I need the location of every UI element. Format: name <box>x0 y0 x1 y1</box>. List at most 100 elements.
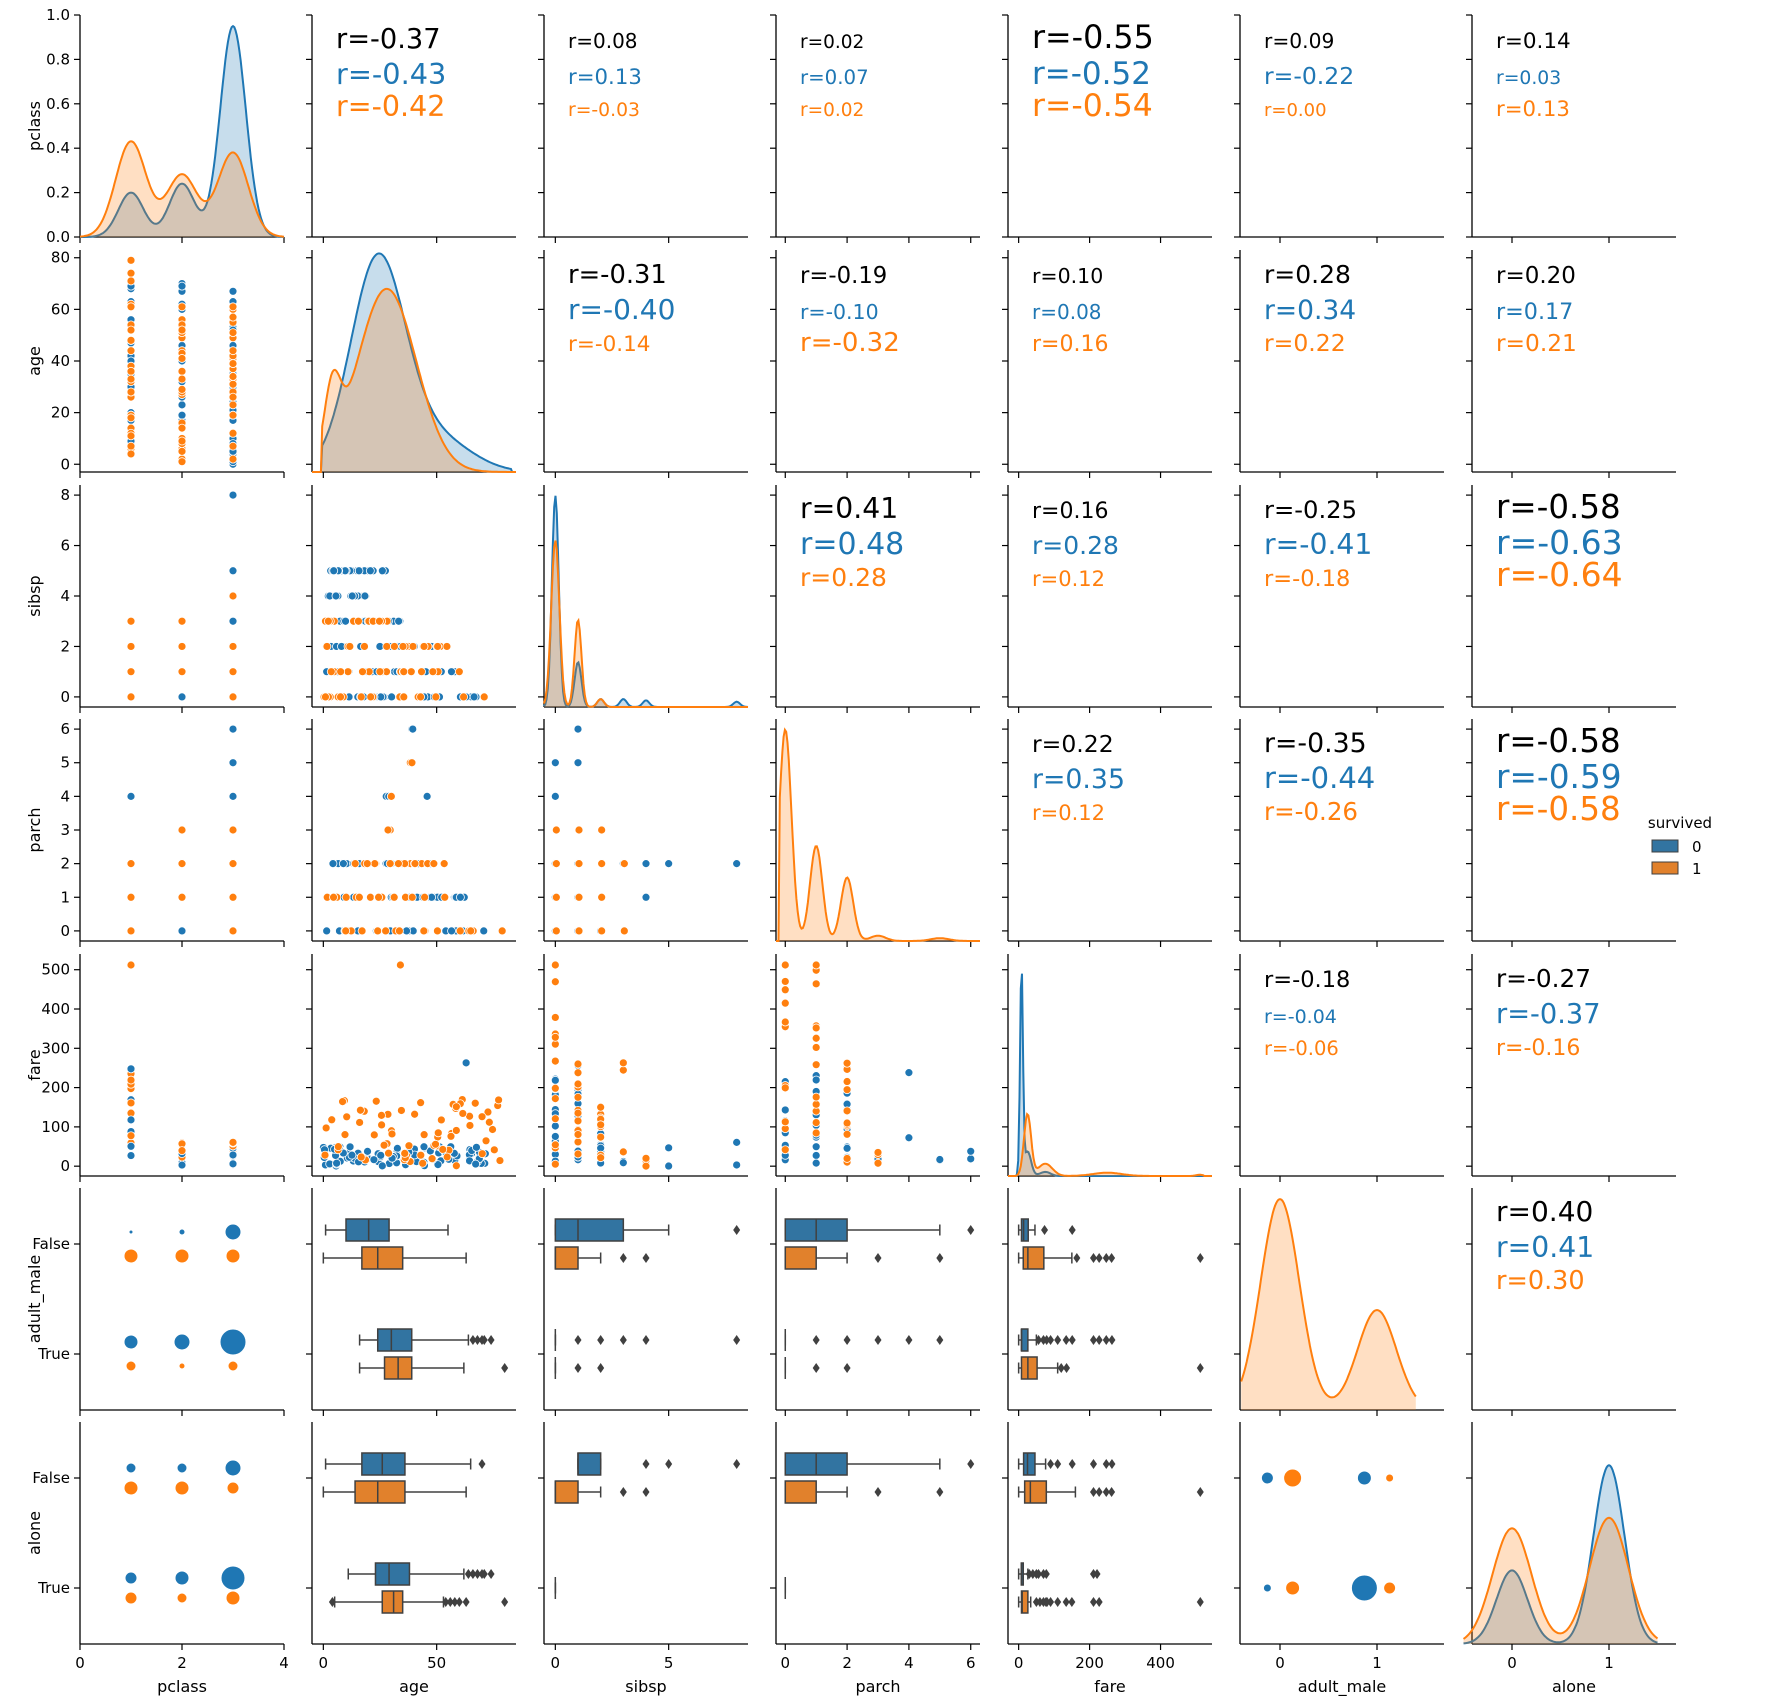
correlation-overall-label: r=-0.19 <box>800 263 887 289</box>
box-outlier <box>936 1487 944 1497</box>
box-body <box>1020 1356 1038 1380</box>
count-bubble <box>123 1480 139 1496</box>
scatter-point-survived-0 <box>479 926 489 936</box>
scatter-point-survived-1 <box>479 692 489 702</box>
box-outlier <box>1063 1363 1071 1373</box>
correlation-survived-0-label: r=0.48 <box>800 527 904 562</box>
scatter-point-survived-1 <box>126 960 136 970</box>
scatter-point-survived-0 <box>550 1121 560 1131</box>
y-axis-label: fare <box>25 1049 44 1081</box>
scatter-point-survived-1 <box>811 1033 821 1043</box>
x-axis-label: adult_male <box>1298 1677 1387 1697</box>
correlation-survived-0-label: r=0.13 <box>568 65 642 90</box>
correlation-survived-1-label: r=0.12 <box>1032 567 1105 591</box>
correlation-overall-label: r=0.14 <box>1496 29 1571 54</box>
scatter-point-survived-1 <box>126 431 136 441</box>
scatter-point-survived-0 <box>392 1143 402 1153</box>
scatter-point <box>126 1151 136 1160</box>
scatter-point-survived-1 <box>177 423 187 433</box>
box-outlier <box>1062 1335 1070 1345</box>
box-outlier <box>1057 1363 1065 1373</box>
count-bubble <box>178 1362 186 1370</box>
scatter-point-survived-1 <box>399 692 409 702</box>
x-axis-label: parch <box>855 1677 900 1696</box>
scatter-point-survived-1 <box>228 392 238 402</box>
scatter-point-survived-1 <box>551 892 561 902</box>
scatter-point-survived-1 <box>404 1141 414 1151</box>
scatter-point-survived-1 <box>356 692 366 702</box>
box-outlier <box>473 1569 481 1579</box>
y-tick-label: True <box>37 1579 70 1597</box>
box-outlier <box>1095 1335 1103 1345</box>
box-outlier <box>1062 1597 1070 1607</box>
box-outlier <box>1025 1569 1033 1579</box>
count-bubble <box>224 1223 242 1241</box>
correlation-survived-0-label: r=0.34 <box>1264 295 1356 326</box>
correlation-survived-0-label: r=-0.52 <box>1032 56 1151 92</box>
y-tick-label: 200 <box>41 1079 70 1097</box>
box-outlier <box>1196 1363 1204 1373</box>
correlation-survived-0-label: r=0.28 <box>1032 531 1119 560</box>
box-body <box>554 1218 625 1242</box>
scatter-point-survived-0 <box>461 1058 471 1068</box>
scatter-point-survived-1 <box>126 374 136 384</box>
scatter-point-survived-0 <box>641 859 651 869</box>
scatter-point-survived-1 <box>327 1115 337 1125</box>
scatter-point-survived-1 <box>360 642 369 651</box>
correlation-survived-1-label: r=-0.26 <box>1264 797 1358 826</box>
scatter-point-survived-1 <box>574 859 584 869</box>
scatter-point-survived-1 <box>618 1147 628 1157</box>
count-bubble <box>220 1565 246 1591</box>
scatter-point-survived-0 <box>177 692 187 702</box>
scatter-point-survived-0 <box>904 1133 914 1143</box>
box-outlier <box>574 1363 582 1373</box>
scatter-point-survived-1 <box>177 616 187 626</box>
kde-fare-survived-0-fill <box>1008 973 1212 1176</box>
kde-age-survived-0-line <box>312 252 516 473</box>
correlation-survived-1-label: r=0.22 <box>1264 329 1346 357</box>
scatter-point-survived-0 <box>447 667 456 677</box>
box-outlier <box>473 1335 481 1345</box>
scatter-point-survived-0 <box>618 1158 628 1168</box>
scatter-point-survived-1 <box>418 1158 428 1168</box>
scatter-point-survived-1 <box>488 1125 497 1134</box>
scatter-point-survived-1 <box>550 977 560 987</box>
box-outlier <box>733 1459 741 1469</box>
box-body <box>345 1218 390 1242</box>
correlation-survived-1-label: r=0.21 <box>1496 330 1577 357</box>
scatter-point-survived-1 <box>366 892 375 902</box>
scatter-point-survived-1 <box>410 859 420 869</box>
y-tick-label: 1 <box>60 888 70 906</box>
scatter-point-survived-1 <box>550 1083 560 1093</box>
y-tick-label: 6 <box>60 537 70 555</box>
scatter-point-survived-0 <box>472 1142 481 1152</box>
scatter-point-survived-1 <box>811 1023 821 1033</box>
scatter-point-survived-1 <box>126 926 136 936</box>
scatter-point-survived-1 <box>811 1128 821 1138</box>
correlation-overall-label: r=0.20 <box>1496 263 1576 289</box>
scatter-point-survived-1 <box>384 1148 393 1158</box>
box-outlier <box>642 1253 650 1263</box>
box-outlier <box>1054 1459 1062 1469</box>
scatter-point-survived-1 <box>619 859 629 869</box>
scatter-point-survived-0 <box>469 692 479 702</box>
scatter-point-survived-0 <box>365 566 375 576</box>
scatter-point-survived-1 <box>338 1097 347 1107</box>
scatter-point-survived-1 <box>596 1102 606 1112</box>
scatter-point-survived-1 <box>780 985 790 995</box>
count-bubble <box>1383 1581 1397 1595</box>
correlation-overall-label: r=0.16 <box>1032 499 1108 524</box>
y-axis-label: adult_male <box>25 1255 45 1344</box>
scatter-point-survived-0 <box>331 591 341 601</box>
y-tick-label: 4 <box>60 587 70 605</box>
x-tick-label: 1 <box>1372 1654 1382 1672</box>
box-outlier <box>501 1363 509 1373</box>
box-outlier <box>487 1335 495 1345</box>
scatter-point-survived-0 <box>322 926 332 936</box>
correlation-survived-1-label: r=-0.32 <box>800 328 900 358</box>
scatter-point-survived-0 <box>664 1161 674 1171</box>
scatter-point-survived-1 <box>427 1154 437 1164</box>
scatter-point-survived-1 <box>333 1142 343 1152</box>
kde-parch-survived-1-fill <box>776 729 980 941</box>
count-bubble <box>125 1462 137 1474</box>
